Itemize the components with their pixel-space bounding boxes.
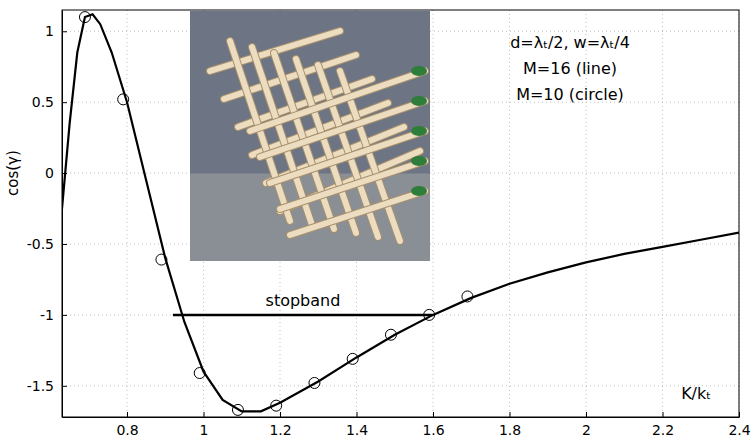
tick: -0.5 — [27, 236, 67, 252]
plot-area: 0.8 1 1.2 1.4 1.6 1.8 2 2.2 2.4 -1.5 -1 -0.5 0 0.5 1 st… — [27, 10, 751, 438]
grid-line-x — [509, 10, 510, 417]
grid-line-x — [433, 10, 434, 417]
tick: -1 — [40, 307, 67, 323]
tick-mark — [62, 102, 67, 103]
tick-mark — [357, 412, 358, 417]
tick: 1.4 — [346, 412, 368, 438]
x-axis-title: K/kₜ — [681, 384, 711, 403]
tick-label: 1.6 — [422, 422, 444, 438]
match — [290, 191, 425, 235]
tick-mark — [204, 412, 205, 417]
annotation: M=10 (circle) — [516, 85, 624, 104]
tick: 1 — [45, 23, 67, 39]
tick-mark — [586, 412, 587, 417]
marker-point — [271, 400, 282, 411]
marker-point — [462, 291, 473, 302]
grid — [62, 10, 739, 417]
tick: 0.8 — [116, 412, 138, 438]
tick-label: -1 — [40, 307, 54, 323]
match — [260, 101, 425, 157]
grid-line-y — [62, 314, 739, 315]
annotation: M=16 (line) — [523, 59, 617, 78]
tick-mark — [433, 412, 434, 417]
inset-photo — [190, 11, 430, 261]
marker-point — [118, 94, 129, 105]
tick-label: 0.5 — [32, 94, 54, 110]
tick-mark — [62, 386, 67, 387]
y-axis: -1.5 -1 -0.5 0 0.5 1 — [27, 11, 67, 418]
tick-label: 1.4 — [346, 422, 368, 438]
match-head — [411, 96, 427, 106]
marker-point — [385, 329, 396, 340]
match-head — [411, 126, 427, 136]
tick-mark — [62, 315, 67, 316]
marker-point — [347, 353, 358, 364]
marker-point — [156, 254, 167, 265]
tick-mark — [663, 412, 664, 417]
match-shadow — [260, 101, 425, 157]
tick-mark — [62, 31, 67, 32]
tick-label: 1.8 — [499, 422, 521, 438]
grid-line-x — [127, 10, 128, 417]
tick: 2.2 — [652, 412, 674, 438]
stopband-label: stopband — [266, 291, 341, 310]
plot-frame — [62, 10, 739, 417]
inset-background — [190, 11, 430, 261]
stopband-line — [173, 314, 433, 317]
match — [270, 131, 425, 183]
marker-point — [194, 368, 205, 379]
chart: 0.8 1 1.2 1.4 1.6 1.8 2 2.2 2.4 -1.5 -1 -0.5 0 0.5 1 st… — [0, 0, 755, 447]
tick-mark — [62, 244, 67, 245]
tick: 1 — [200, 412, 209, 438]
tick: 2 — [582, 412, 591, 438]
match-shadow — [290, 191, 425, 235]
tick-label: 2.2 — [652, 422, 674, 438]
tick-label: 2.4 — [728, 422, 750, 438]
grid-line-x — [662, 10, 663, 417]
tick-label: 0 — [45, 165, 54, 181]
annotation: d=λₜ/2, w=λₜ/4 — [510, 33, 630, 52]
tick-mark — [127, 412, 128, 417]
grid-line-y — [62, 385, 739, 386]
tick-label: 1 — [200, 422, 209, 438]
match — [250, 71, 425, 131]
match-head — [411, 66, 427, 76]
data-layer — [62, 12, 739, 416]
plot-background — [62, 10, 739, 417]
tick-label: 1 — [45, 23, 54, 39]
tick-mark — [280, 412, 281, 417]
tick: 2.4 — [728, 412, 750, 438]
marker-point — [79, 12, 90, 23]
marker-point — [309, 377, 320, 388]
tick-label: 1.2 — [269, 422, 291, 438]
tick: 1.6 — [422, 412, 444, 438]
tick-label: 2 — [582, 422, 591, 438]
tick-mark — [510, 412, 511, 417]
tick-label: -0.5 — [27, 236, 54, 252]
match-head — [411, 156, 427, 166]
x-axis: 0.8 1 1.2 1.4 1.6 1.8 2 2.2 2.4 — [63, 412, 751, 438]
match-head — [411, 186, 427, 196]
tick-label: -1.5 — [27, 378, 54, 394]
tick: 1.8 — [499, 412, 521, 438]
match-shadow — [250, 71, 425, 131]
tick-label: 0.8 — [116, 422, 138, 438]
match-shadow — [270, 131, 425, 183]
tick: -1.5 — [27, 378, 67, 394]
y-axis-title: cos(γ) — [4, 150, 22, 196]
marker-point — [232, 404, 243, 415]
tick: 1.2 — [269, 412, 291, 438]
